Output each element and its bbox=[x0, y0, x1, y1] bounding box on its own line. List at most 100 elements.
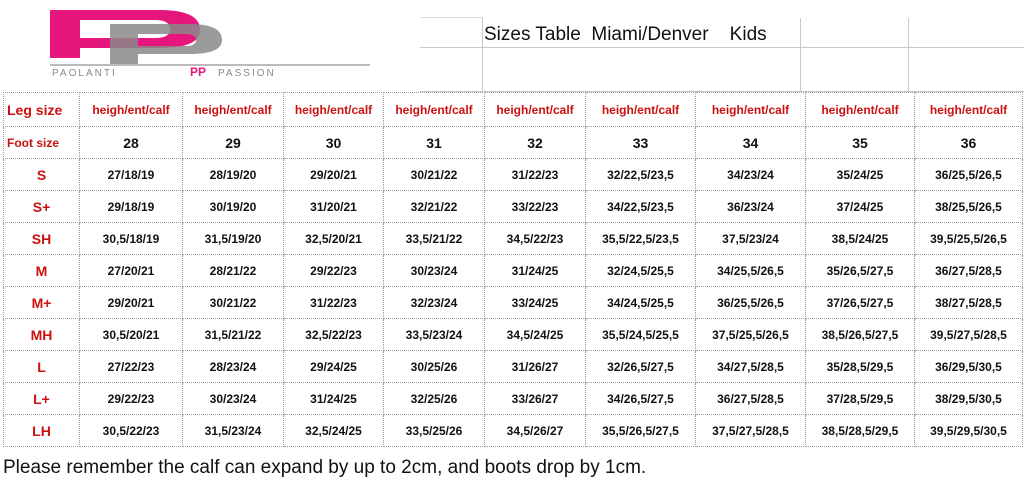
measurement-cell: 29/24/25 bbox=[283, 350, 384, 383]
measurement-cell: 27/22/23 bbox=[79, 350, 183, 383]
table-row: SH 30,5/18/19 31,5/19/20 32,5/20/21 33,5/21/… bbox=[3, 222, 1023, 255]
measurement-cell: 34/27,5/28,5 bbox=[695, 350, 806, 383]
measurement-cell: 31/22/23 bbox=[484, 158, 586, 191]
measurement-cell: 36/27,5/28,5 bbox=[914, 254, 1023, 287]
measurement-cell: 37/26,5/27,5 bbox=[805, 286, 915, 319]
foot-size-cell: 33 bbox=[585, 126, 696, 159]
measurement-cell: 33/24/25 bbox=[484, 286, 586, 319]
measurement-cell: 28/19/20 bbox=[182, 158, 284, 191]
measurement-cell: 29/20/21 bbox=[79, 286, 183, 319]
grid-cell bbox=[483, 48, 801, 92]
measurement-cell: 31/24/25 bbox=[283, 382, 384, 415]
grid-cell bbox=[801, 18, 909, 48]
measurement-cell: 38/29,5/30,5 bbox=[914, 382, 1023, 415]
foot-size-cell: 34 bbox=[695, 126, 806, 159]
foot-size-cell: 29 bbox=[182, 126, 284, 159]
measurement-cell: 35,5/26,5/27,5 bbox=[585, 414, 696, 447]
measurement-cell: 35/26,5/27,5 bbox=[805, 254, 915, 287]
measurement-cell: 34/26,5/27,5 bbox=[585, 382, 696, 415]
size-label: L+ bbox=[3, 382, 80, 415]
header-cell: heigh/ent/calf bbox=[695, 92, 806, 127]
header-cell: heigh/ent/calf bbox=[585, 92, 696, 127]
measurement-cell: 34,5/24/25 bbox=[484, 318, 586, 351]
table-row: L+ 29/22/23 30/23/24 31/24/25 32/25/26 33/26/… bbox=[3, 382, 1023, 415]
measurement-cell: 31/22/23 bbox=[283, 286, 384, 319]
grid-cell bbox=[801, 48, 909, 92]
grid-cell bbox=[420, 0, 483, 18]
measurement-cell: 36/29,5/30,5 bbox=[914, 350, 1023, 383]
foot-size-cell: 32 bbox=[484, 126, 586, 159]
measurement-cell: 39,5/25,5/26,5 bbox=[914, 222, 1023, 255]
measurement-cell: 31,5/23/24 bbox=[182, 414, 284, 447]
measurement-cell: 32/21/22 bbox=[383, 190, 485, 223]
measurement-cell: 38/25,5/26,5 bbox=[914, 190, 1023, 223]
measurement-cell: 29/22/23 bbox=[79, 382, 183, 415]
measurement-cell: 34/25,5/26,5 bbox=[695, 254, 806, 287]
measurement-cell: 31/20/21 bbox=[283, 190, 384, 223]
measurement-cell: 32/24,5/25,5 bbox=[585, 254, 696, 287]
measurement-cell: 32/23/24 bbox=[383, 286, 485, 319]
measurement-cell: 29/18/19 bbox=[79, 190, 183, 223]
foot-size-row: Foot size 28 29 30 31 32 33 34 35 36 bbox=[3, 126, 1023, 159]
measurement-cell: 27/18/19 bbox=[79, 158, 183, 191]
logo-text-left: PAOLANTI bbox=[52, 68, 117, 79]
measurement-cell: 37,5/25,5/26,5 bbox=[695, 318, 806, 351]
measurement-cell: 33,5/25/26 bbox=[383, 414, 485, 447]
header-cell: heigh/ent/calf bbox=[283, 92, 384, 127]
measurement-cell: 31/26/27 bbox=[484, 350, 586, 383]
measurement-cell: 30/25/26 bbox=[383, 350, 485, 383]
measurement-cell: 37/28,5/29,5 bbox=[805, 382, 915, 415]
measurement-cell: 34/22,5/23,5 bbox=[585, 190, 696, 223]
measurement-cell: 38/27,5/28,5 bbox=[914, 286, 1023, 319]
measurement-cell: 34/23/24 bbox=[695, 158, 806, 191]
measurement-cell: 29/22/23 bbox=[283, 254, 384, 287]
measurement-cell: 31/24/25 bbox=[484, 254, 586, 287]
grid-cell bbox=[420, 18, 483, 48]
measurement-cell: 33/26/27 bbox=[484, 382, 586, 415]
measurement-cell: 32,5/24/25 bbox=[283, 414, 384, 447]
measurement-cell: 30/23/24 bbox=[182, 382, 284, 415]
measurement-cell: 28/21/22 bbox=[182, 254, 284, 287]
measurement-cell: 36/27,5/28,5 bbox=[695, 382, 806, 415]
measurement-cell: 35,5/24,5/25,5 bbox=[585, 318, 696, 351]
leg-size-label: Leg size bbox=[3, 92, 80, 127]
size-label: S bbox=[3, 158, 80, 191]
brand-logo: PAOLANTI PP PASSION bbox=[40, 4, 380, 84]
measurement-cell: 35,5/22,5/23,5 bbox=[585, 222, 696, 255]
measurement-cell: 32/22,5/23,5 bbox=[585, 158, 696, 191]
header-cell: heigh/ent/calf bbox=[182, 92, 284, 127]
measurement-cell: 35/28,5/29,5 bbox=[805, 350, 915, 383]
foot-size-cell: 30 bbox=[283, 126, 384, 159]
measurement-cell: 38,5/24/25 bbox=[805, 222, 915, 255]
measurement-cell: 36/23/24 bbox=[695, 190, 806, 223]
grid-cell bbox=[909, 48, 1024, 92]
size-label: M+ bbox=[3, 286, 80, 319]
size-label: S+ bbox=[3, 190, 80, 223]
measurement-cell: 37/24/25 bbox=[805, 190, 915, 223]
measurement-cell: 31,5/21/22 bbox=[182, 318, 284, 351]
logo-graphic: PAOLANTI PP PASSION bbox=[50, 10, 370, 79]
grid-cell bbox=[909, 18, 1024, 48]
table-row: S+ 29/18/19 30/19/20 31/20/21 32/21/22 33/22/… bbox=[3, 190, 1023, 223]
header-cell: heigh/ent/calf bbox=[914, 92, 1023, 127]
size-label: M bbox=[3, 254, 80, 287]
measurement-cell: 33/22/23 bbox=[484, 190, 586, 223]
measurement-cell: 30,5/18/19 bbox=[79, 222, 183, 255]
size-label: L bbox=[3, 350, 80, 383]
leg-size-row: Leg size heigh/ent/calf heigh/ent/calf hei… bbox=[3, 92, 1023, 127]
foot-size-cell: 28 bbox=[79, 126, 183, 159]
sizes-table: Leg size heigh/ent/calf heigh/ent/calf hei… bbox=[3, 92, 1023, 447]
footnote: Please remember the calf can expand by u… bbox=[3, 457, 647, 478]
table-row: S 27/18/19 28/19/20 29/20/21 30/21/22 31/22/2… bbox=[3, 158, 1023, 191]
measurement-cell: 30,5/20/21 bbox=[79, 318, 183, 351]
header-cell: heigh/ent/calf bbox=[79, 92, 183, 127]
measurement-cell: 33,5/23/24 bbox=[383, 318, 485, 351]
measurement-cell: 33,5/21/22 bbox=[383, 222, 485, 255]
measurement-cell: 30/23/24 bbox=[383, 254, 485, 287]
measurement-cell: 32/25/26 bbox=[383, 382, 485, 415]
size-label: SH bbox=[3, 222, 80, 255]
measurement-cell: 35/24/25 bbox=[805, 158, 915, 191]
measurement-cell: 34,5/26/27 bbox=[484, 414, 586, 447]
foot-size-cell: 31 bbox=[383, 126, 485, 159]
measurement-cell: 36/25,5/26,5 bbox=[695, 286, 806, 319]
